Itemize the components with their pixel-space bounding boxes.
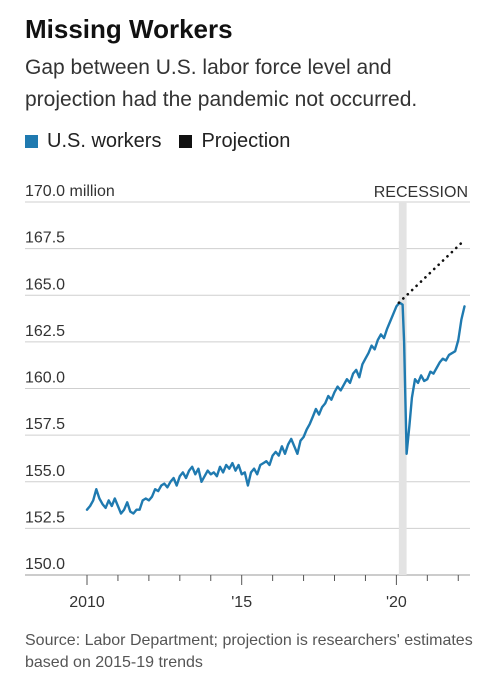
- y-tick-label: 165.0: [25, 276, 65, 293]
- recession-label: RECESSION: [374, 184, 468, 201]
- legend-label-projection: Projection: [201, 130, 291, 152]
- x-tick-label: 2010: [69, 594, 105, 611]
- y-tick-label: 162.5: [25, 323, 65, 340]
- legend-item-us-workers: U.S. workers: [25, 130, 161, 153]
- x-tick-label: '15: [231, 594, 252, 611]
- legend: U.S. workers Projection: [25, 130, 308, 153]
- y-tick-label: 155.0: [25, 463, 65, 480]
- chart-subtitle: Gap between U.S. labor force level and p…: [25, 56, 418, 111]
- recession-band: [398, 202, 407, 575]
- us-workers-line: [85, 301, 466, 515]
- y-tick-label: 150.0: [25, 556, 65, 573]
- y-tick-label: 160.0: [25, 370, 65, 387]
- y-tick-label: 157.5: [25, 416, 65, 433]
- y-tick-label: 167.5: [25, 230, 65, 247]
- legend-label-us-workers: U.S. workers: [47, 130, 162, 152]
- gridlines: [25, 201, 470, 576]
- x-axis: 2010 '15 '20: [69, 575, 459, 611]
- y-axis-labels: 150.0 152.5 155.0 157.5 160.0 162.5 165.0 167.5…: [25, 183, 115, 573]
- y-tick-label: 152.5: [25, 509, 65, 526]
- series-group: [85, 241, 466, 515]
- legend-item-projection: Projection: [179, 130, 290, 153]
- projection-line: [397, 241, 463, 305]
- legend-swatch-projection: [179, 135, 193, 148]
- legend-swatch-us-workers: [25, 135, 38, 148]
- x-tick-label: '20: [386, 594, 407, 611]
- chart-title: Missing Workers: [25, 14, 233, 44]
- y-tick-label: 170.0 million: [25, 183, 115, 200]
- source-note: Source: Labor Department; projection is …: [25, 632, 473, 671]
